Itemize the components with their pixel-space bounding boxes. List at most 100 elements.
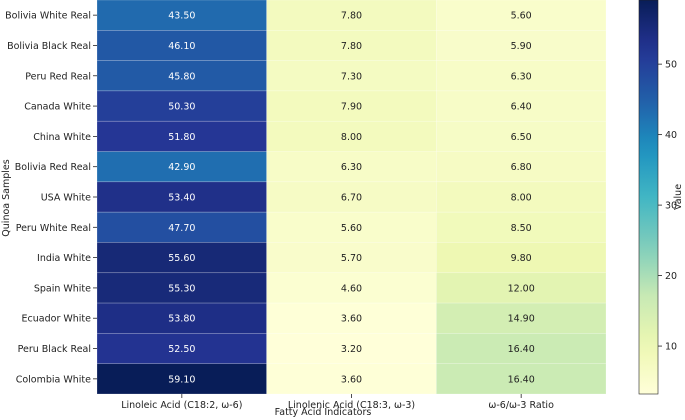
heatmap-cell (96, 0, 267, 31)
cell-value-label: 53.40 (168, 193, 195, 204)
heatmap-cell (436, 272, 607, 304)
heatmap-cell (436, 242, 607, 274)
cell-value-label: 45.80 (168, 71, 195, 82)
row-tick-label: Peru Black Real (18, 344, 91, 355)
heatmap-cell (266, 333, 437, 364)
cell-value-label: 55.30 (168, 283, 195, 294)
heatmap-cell (266, 0, 437, 31)
heatmap-cell (266, 120, 437, 152)
cell-value-label: 50.30 (168, 102, 195, 113)
colorbar-gradient (638, 0, 659, 395)
cell-value-label: 55.60 (168, 253, 195, 264)
row-tick-label: Canada White (24, 102, 91, 113)
cell-value-label: 5.70 (341, 253, 362, 264)
heatmap-cell (96, 242, 267, 274)
cell-value-label: 7.80 (341, 11, 362, 22)
heatmap-cell (96, 333, 267, 364)
cell-value-label: 47.70 (168, 223, 195, 234)
column-tick-label: ω-6/ω-3 Ratio (488, 400, 554, 411)
cell-value-label: 43.50 (168, 11, 195, 22)
colorbar-tick-label: 20 (665, 271, 677, 282)
cell-value-label: 7.30 (341, 71, 362, 82)
heatmap-cell (436, 120, 607, 152)
row-tick-label: China White (33, 132, 91, 143)
column-tick-labels: Linoleic Acid (C18:2, ω-6) Linolenic Acid… (121, 394, 554, 411)
cell-value-label: 5.60 (511, 11, 532, 22)
cell-value-label: 59.10 (168, 374, 195, 385)
cell-value-label: 6.80 (511, 162, 532, 173)
cell-value-label: 6.40 (511, 102, 532, 113)
cell-value-label: 3.20 (341, 344, 362, 355)
heatmap-cell (436, 302, 607, 334)
colorbar-label: Value (673, 184, 684, 210)
cell-value-label: 53.80 (168, 314, 195, 325)
row-tick-label: Peru White Real (16, 223, 91, 234)
column-tick-label: Linolenic Acid (C18:3, ω-3) (288, 400, 415, 411)
cell-value-label: 16.40 (508, 374, 535, 385)
cell-value-label: 6.30 (511, 71, 532, 82)
heatmap-cells: 43.50 7.80 5.60 46.10 7.80 5.90 45.80 7.30 6.30 5… (96, 0, 607, 395)
heatmap-cell (96, 120, 267, 152)
cell-value-label: 3.60 (341, 374, 362, 385)
x-axis-label: Fatty Acid Indicators (275, 407, 372, 418)
cell-value-label: 4.60 (341, 283, 362, 294)
row-tick-label: Bolivia White Real (5, 11, 91, 22)
row-tick-label: Ecuador White (22, 314, 92, 325)
row-tick-label: Bolivia Black Real (7, 41, 91, 52)
colorbar-tick-label: 30 (665, 201, 677, 212)
heatmap-cell (436, 181, 607, 213)
colorbar-tick-label: 50 (665, 60, 677, 71)
heatmap-cell (436, 0, 607, 31)
heatmap-cell (266, 30, 437, 61)
cell-value-label: 7.80 (341, 41, 362, 52)
row-tick-label: USA White (41, 193, 91, 204)
row-tick-label: Bolivia Red Real (15, 162, 91, 173)
cell-value-label: 14.90 (508, 314, 535, 325)
cell-value-label: 5.60 (341, 223, 362, 234)
cell-value-label: 42.90 (168, 162, 195, 173)
colorbar: 10 20 30 40 50 Value (638, 0, 684, 395)
heatmap-cell (436, 363, 607, 395)
heatmap-cell (266, 363, 437, 395)
heatmap-cell (436, 60, 607, 92)
cell-value-label: 9.80 (511, 253, 532, 264)
cell-value-label: 8.00 (511, 193, 532, 204)
heatmap-cell (96, 60, 267, 92)
heatmap-cell (96, 30, 267, 61)
cell-value-label: 5.90 (511, 41, 532, 52)
heatmap-cell (96, 181, 267, 213)
heatmap-cell (436, 30, 607, 61)
heatmap-cell (436, 90, 607, 122)
row-tick-label: Colombia White (16, 374, 91, 385)
row-tick-label: Peru Red Real (25, 71, 91, 82)
cell-value-label: 8.00 (341, 132, 362, 143)
cell-value-label: 46.10 (168, 41, 195, 52)
cell-value-label: 51.80 (168, 132, 195, 143)
cell-value-label: 6.30 (341, 162, 362, 173)
heatmap-cell (266, 60, 437, 92)
heatmap-cell (266, 272, 437, 304)
heatmap-cell (266, 181, 437, 213)
colorbar-tick-label: 40 (665, 130, 677, 141)
row-tick-labels: Bolivia White Real Bolivia Black Real Peru… (5, 11, 97, 385)
cell-value-label: 6.50 (511, 132, 532, 143)
cell-value-label: 12.00 (508, 283, 535, 294)
heatmap-cell (96, 90, 267, 122)
row-tick-label: Spain White (34, 283, 91, 294)
heatmap-cell (266, 151, 437, 183)
cell-value-label: 8.50 (511, 223, 532, 234)
y-axis-label: Quinoa Samples (1, 159, 12, 236)
row-tick-label: India White (37, 253, 91, 264)
cell-value-label: 3.60 (341, 314, 362, 325)
heatmap-cell (266, 302, 437, 334)
heatmap-cell (266, 242, 437, 274)
cell-value-label: 7.90 (341, 102, 362, 113)
heatmap-cell (266, 211, 437, 243)
colorbar-tick-label: 10 (665, 342, 677, 353)
cell-value-label: 16.40 (508, 344, 535, 355)
column-tick-label: Linoleic Acid (C18:2, ω-6) (121, 400, 242, 411)
heatmap-cell (266, 90, 437, 122)
heatmap-cell (436, 333, 607, 364)
cell-value-label: 52.50 (168, 344, 195, 355)
